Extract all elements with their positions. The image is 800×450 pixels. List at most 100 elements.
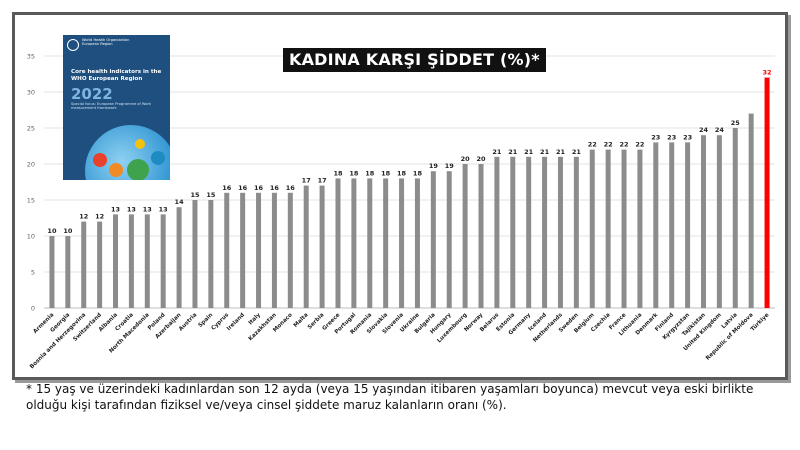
bar xyxy=(319,185,325,308)
bar xyxy=(526,156,532,308)
bar xyxy=(716,135,722,308)
health-icon xyxy=(127,159,149,180)
data-label: 16 xyxy=(222,184,232,192)
data-label: 19 xyxy=(429,162,439,170)
data-label: 16 xyxy=(270,184,280,192)
data-label: 18 xyxy=(349,169,359,177)
y-axis-ticks: 0 5 10 15 20 25 30 35 xyxy=(27,53,35,313)
bar xyxy=(224,192,230,308)
data-label: 15 xyxy=(190,191,200,199)
bar xyxy=(462,164,468,308)
health-icon xyxy=(93,153,107,167)
bar xyxy=(144,214,150,308)
data-label: 25 xyxy=(731,119,741,127)
chart-frame: 0 5 10 15 20 25 30 35 10 10 12 12 13 13 13 13 14 15 15 16 1… xyxy=(12,12,788,380)
data-labels: 10 10 12 12 13 13 13 13 14 15 15 16 16 16 16 16 17 17 18 18… xyxy=(47,69,771,235)
y-tick-label: 5 xyxy=(31,269,35,277)
data-label: 17 xyxy=(302,177,311,185)
bar xyxy=(176,207,182,308)
y-tick-label: 10 xyxy=(27,233,35,241)
bar xyxy=(732,128,738,308)
data-label: 13 xyxy=(159,205,168,213)
data-label: 22 xyxy=(604,141,613,149)
bar xyxy=(256,192,262,308)
bar xyxy=(383,178,389,308)
bar xyxy=(685,142,691,308)
data-label: 22 xyxy=(620,141,629,149)
report-cover-image: World Health Organization European Regio… xyxy=(63,35,170,180)
data-label: 22 xyxy=(588,141,597,149)
data-label: 15 xyxy=(206,191,216,199)
bar xyxy=(494,156,500,308)
bar xyxy=(399,178,405,308)
x-tick-label: Ireland xyxy=(226,312,246,332)
data-label: 20 xyxy=(461,155,471,163)
bar xyxy=(605,149,611,308)
data-label: 10 xyxy=(47,227,57,235)
bar xyxy=(669,142,675,308)
health-icon xyxy=(135,139,145,149)
data-label: 17 xyxy=(318,177,327,185)
data-label: 21 xyxy=(492,148,502,156)
y-tick-label: 25 xyxy=(27,125,35,133)
footnote: * 15 yaş ve üzerindeki kadınlardan son 1… xyxy=(26,382,754,412)
data-label: 10 xyxy=(63,227,73,235)
data-label: 18 xyxy=(333,169,343,177)
health-icon xyxy=(151,151,165,165)
data-label: 19 xyxy=(445,162,455,170)
bar xyxy=(510,156,516,308)
data-label: 23 xyxy=(683,133,692,141)
data-label: 22 xyxy=(635,141,644,149)
bar xyxy=(589,149,595,308)
bar xyxy=(192,200,198,308)
health-icon xyxy=(109,163,123,177)
bar xyxy=(128,214,134,308)
data-label: 21 xyxy=(540,148,550,156)
y-tick-label: 35 xyxy=(27,53,35,61)
data-label: 13 xyxy=(111,205,120,213)
who-logo-icon xyxy=(67,39,79,51)
bar xyxy=(542,156,548,308)
data-label: 18 xyxy=(365,169,375,177)
bar xyxy=(446,171,452,308)
x-tick-label: Italy xyxy=(248,312,262,326)
bars xyxy=(49,77,770,308)
bar xyxy=(621,149,627,308)
bar xyxy=(287,192,293,308)
bar xyxy=(335,178,341,308)
bar xyxy=(49,236,55,308)
cover-year: 2022 xyxy=(71,85,113,103)
data-label: 18 xyxy=(381,169,391,177)
bar xyxy=(351,178,357,308)
data-label: 12 xyxy=(95,213,104,221)
bar xyxy=(160,214,166,308)
bar xyxy=(65,236,71,308)
bar xyxy=(557,156,563,308)
data-label: 24 xyxy=(699,126,709,134)
data-label: 21 xyxy=(508,148,518,156)
cover-subtitle: Special focus: European Programme of Wor… xyxy=(71,102,152,111)
data-label: 21 xyxy=(572,148,582,156)
data-label: 32 xyxy=(763,69,772,77)
data-label: 16 xyxy=(254,184,264,192)
cover-org-name: World Health Organization European Regio… xyxy=(82,38,130,46)
bar xyxy=(478,164,484,308)
y-tick-label: 15 xyxy=(27,197,35,205)
y-tick-label: 20 xyxy=(27,161,35,169)
y-tick-label: 30 xyxy=(27,89,35,97)
bar xyxy=(303,185,309,308)
bar xyxy=(414,178,420,308)
chart-title: KADINA KARŞI ŞİDDET (%)* xyxy=(283,48,546,72)
bar xyxy=(637,149,643,308)
bar xyxy=(430,171,436,308)
bar xyxy=(81,221,87,308)
data-label: 23 xyxy=(667,133,676,141)
bar xyxy=(240,192,246,308)
bar xyxy=(764,77,770,308)
data-label: 18 xyxy=(413,169,423,177)
data-label: 21 xyxy=(524,148,534,156)
data-label: 21 xyxy=(556,148,566,156)
bar xyxy=(748,113,754,308)
